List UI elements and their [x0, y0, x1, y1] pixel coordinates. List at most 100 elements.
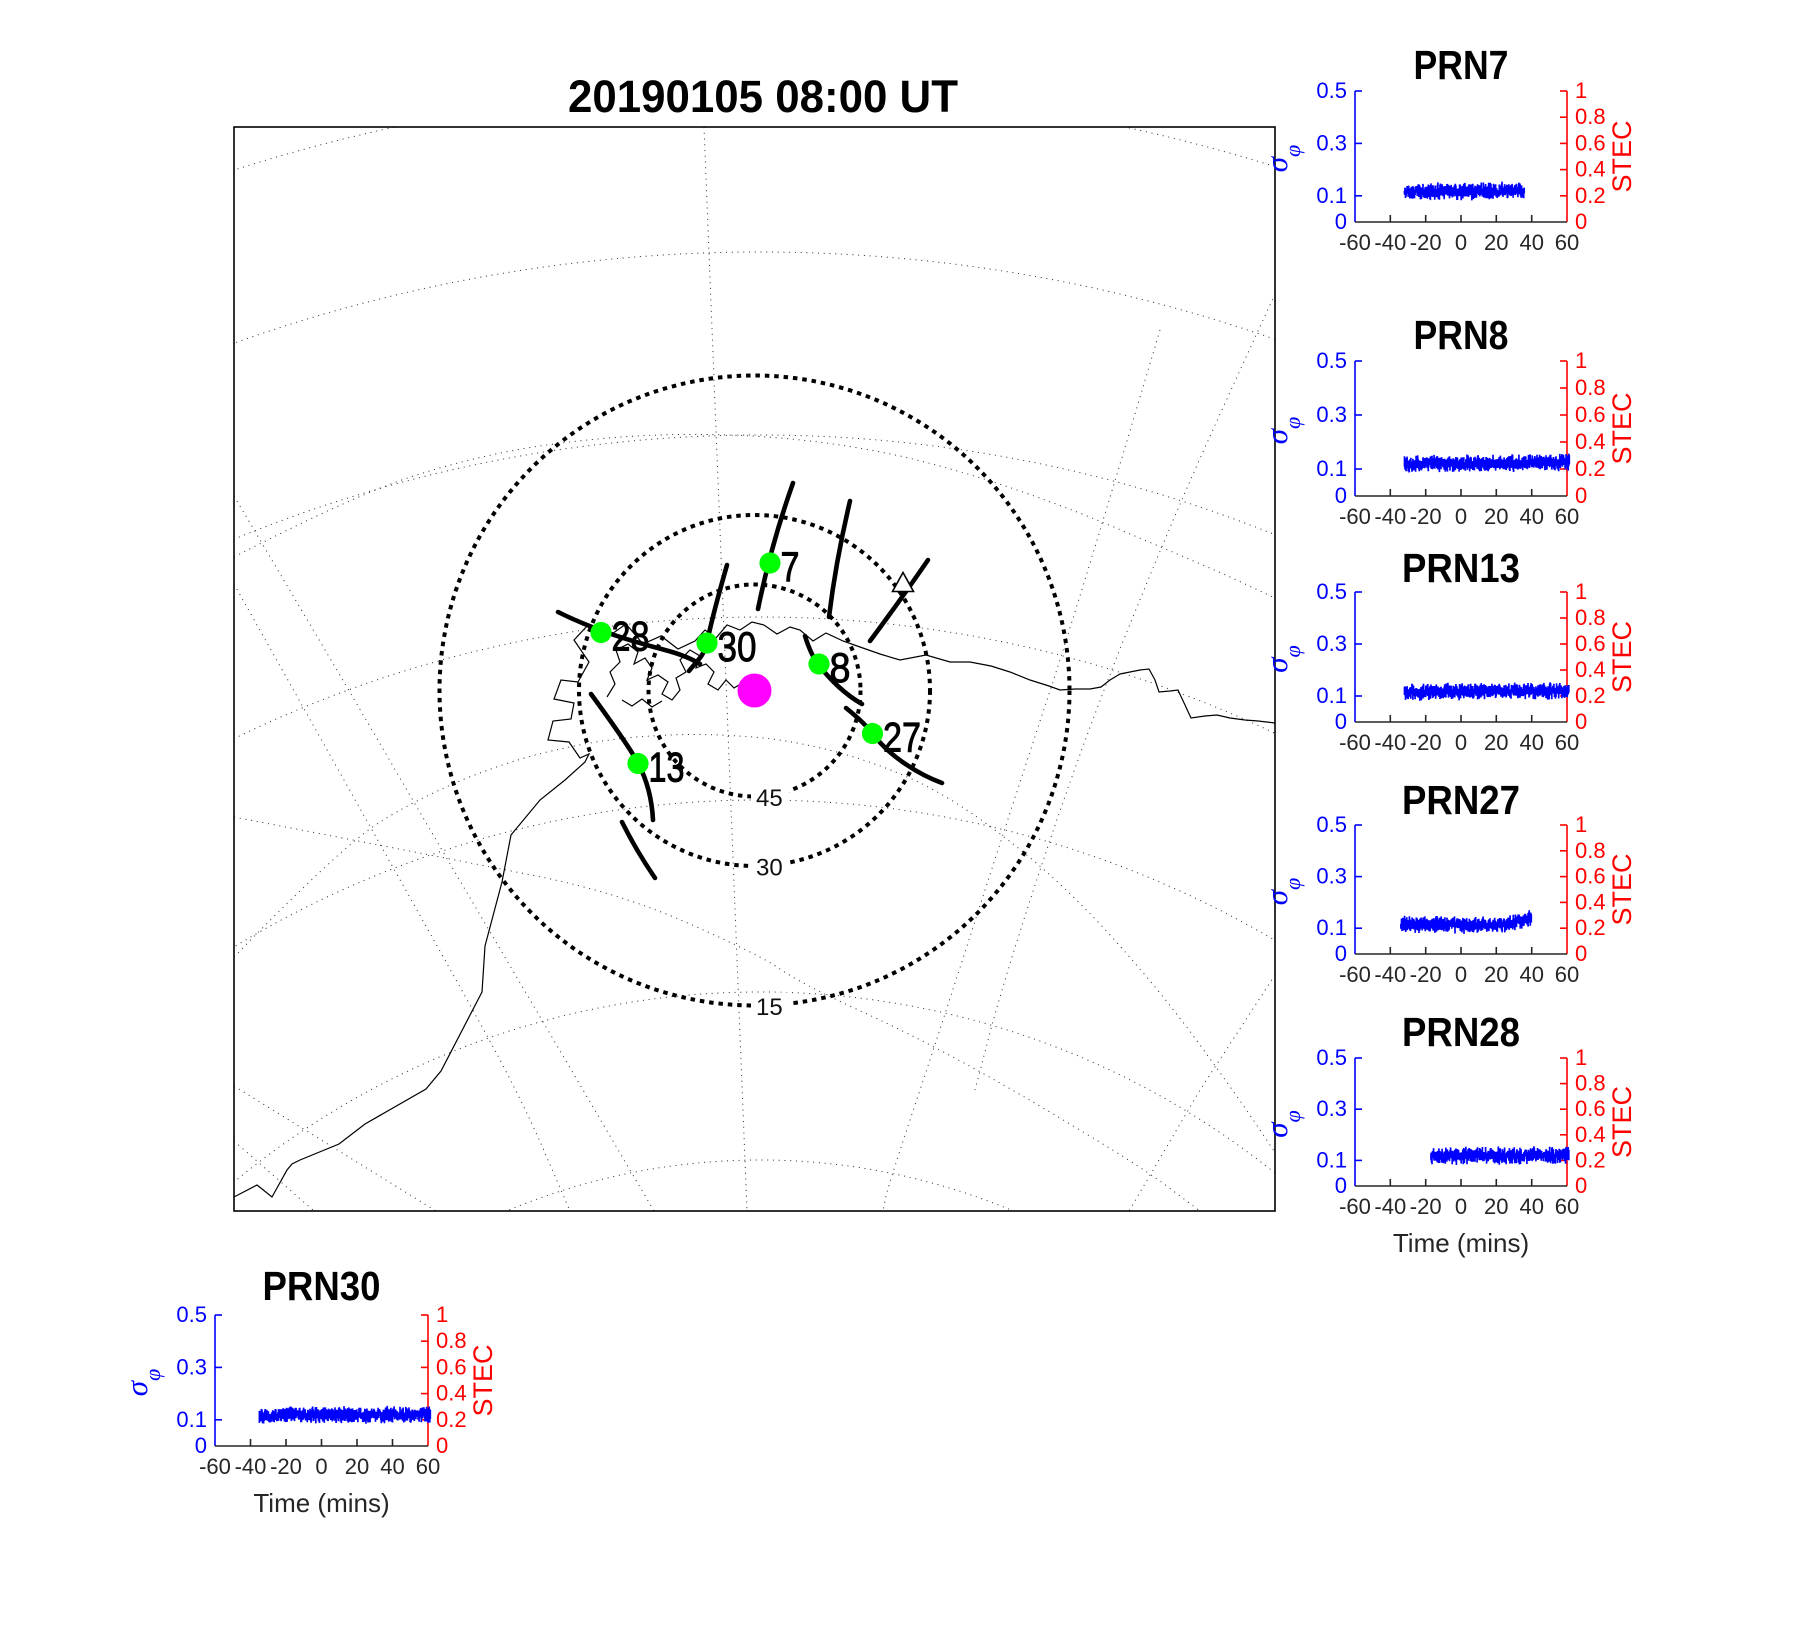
svg-text:0: 0 [1335, 709, 1347, 734]
svg-text:0.5: 0.5 [1316, 78, 1347, 103]
svg-text:20: 20 [1484, 962, 1508, 987]
svg-text:-60: -60 [1339, 230, 1371, 255]
svg-text:20: 20 [1484, 230, 1508, 255]
svg-text:0.1: 0.1 [1316, 915, 1347, 940]
svg-text:0: 0 [1335, 209, 1347, 234]
svg-text:-40: -40 [1374, 230, 1406, 255]
svg-text:STEC: STEC [1607, 853, 1637, 925]
svg-text:0.8: 0.8 [1575, 605, 1606, 630]
svg-text:0.4: 0.4 [1575, 1122, 1606, 1147]
svg-text:0.1: 0.1 [1316, 1147, 1347, 1172]
svg-text:0: 0 [1575, 709, 1587, 734]
svg-text:45: 45 [756, 785, 783, 812]
svg-text:20190105 08:00 UT: 20190105 08:00 UT [568, 71, 958, 122]
svg-text:0.4: 0.4 [436, 1381, 467, 1406]
svg-text:60: 60 [1555, 730, 1579, 755]
svg-text:0.4: 0.4 [1575, 889, 1606, 914]
svg-text:20: 20 [1484, 730, 1508, 755]
svg-text:30: 30 [756, 855, 783, 882]
svg-text:0: 0 [1455, 1194, 1467, 1219]
svg-text:-60: -60 [199, 1454, 231, 1479]
svg-text:0.4: 0.4 [1575, 657, 1606, 682]
svg-text:0.8: 0.8 [1575, 104, 1606, 129]
svg-text:0.5: 0.5 [1316, 1045, 1347, 1070]
svg-text:0.1: 0.1 [1316, 683, 1347, 708]
svg-text:0.1: 0.1 [1316, 183, 1347, 208]
svg-text:-60: -60 [1339, 1194, 1371, 1219]
svg-text:PRN8: PRN8 [1414, 312, 1509, 358]
svg-text:40: 40 [1519, 504, 1543, 529]
svg-text:0.2: 0.2 [1575, 915, 1606, 940]
svg-text:-40: -40 [1374, 1194, 1406, 1219]
svg-text:0.3: 0.3 [1316, 631, 1347, 656]
svg-text:0: 0 [315, 1454, 327, 1479]
svg-text:PRN28: PRN28 [1402, 1009, 1520, 1055]
svg-text:0: 0 [1575, 483, 1587, 508]
svg-text:40: 40 [1519, 730, 1543, 755]
svg-text:1: 1 [1575, 579, 1587, 604]
svg-text:0.5: 0.5 [1316, 579, 1347, 604]
svg-text:0: 0 [1575, 941, 1587, 966]
svg-text:1: 1 [1575, 1045, 1587, 1070]
svg-text:40: 40 [1519, 962, 1543, 987]
svg-text:0.5: 0.5 [176, 1302, 207, 1327]
svg-text:0: 0 [1575, 1173, 1587, 1198]
svg-text:-60: -60 [1339, 962, 1371, 987]
svg-text:15: 15 [756, 994, 783, 1021]
svg-text:0.3: 0.3 [1316, 864, 1347, 889]
svg-text:Time (mins): Time (mins) [1393, 1228, 1529, 1258]
svg-text:0.8: 0.8 [1575, 375, 1606, 400]
svg-text:Time (mins): Time (mins) [253, 1488, 389, 1518]
svg-text:1: 1 [1575, 78, 1587, 103]
svg-text:0.8: 0.8 [1575, 1071, 1606, 1096]
svg-text:STEC: STEC [468, 1344, 498, 1416]
svg-text:PRN7: PRN7 [1414, 42, 1509, 88]
svg-text:1: 1 [1575, 812, 1587, 837]
svg-text:-40: -40 [1374, 730, 1406, 755]
svg-text:0.5: 0.5 [1316, 812, 1347, 837]
svg-text:20: 20 [1484, 504, 1508, 529]
svg-text:1: 1 [1575, 348, 1587, 373]
svg-text:0.6: 0.6 [436, 1354, 467, 1379]
svg-text:0.6: 0.6 [1575, 130, 1606, 155]
svg-text:0.1: 0.1 [176, 1407, 207, 1432]
svg-text:60: 60 [1555, 230, 1579, 255]
svg-text:-40: -40 [1374, 504, 1406, 529]
svg-text:60: 60 [1555, 962, 1579, 987]
svg-text:0: 0 [195, 1433, 207, 1458]
svg-text:STEC: STEC [1607, 621, 1637, 693]
svg-text:0.2: 0.2 [1575, 456, 1606, 481]
svg-text:0.2: 0.2 [1575, 683, 1606, 708]
svg-text:-60: -60 [1339, 730, 1371, 755]
svg-text:60: 60 [1555, 504, 1579, 529]
svg-text:0: 0 [1335, 483, 1347, 508]
svg-text:-40: -40 [1374, 962, 1406, 987]
svg-text:-20: -20 [1410, 730, 1442, 755]
svg-text:60: 60 [1555, 1194, 1579, 1219]
svg-text:27: 27 [883, 714, 921, 761]
svg-text:0: 0 [1335, 1173, 1347, 1198]
svg-text:28: 28 [612, 613, 650, 660]
svg-text:0.3: 0.3 [176, 1354, 207, 1379]
svg-text:20: 20 [345, 1454, 369, 1479]
svg-text:13: 13 [649, 744, 685, 791]
svg-text:-20: -20 [1410, 1194, 1442, 1219]
svg-text:0.8: 0.8 [1575, 838, 1606, 863]
svg-text:0.4: 0.4 [1575, 429, 1606, 454]
svg-text:7: 7 [781, 543, 800, 590]
svg-text:0: 0 [1455, 504, 1467, 529]
svg-text:0.3: 0.3 [1316, 130, 1347, 155]
svg-text:-20: -20 [270, 1454, 302, 1479]
svg-text:0: 0 [1455, 962, 1467, 987]
svg-text:0: 0 [1575, 209, 1587, 234]
svg-text:-20: -20 [1410, 962, 1442, 987]
svg-text:0.6: 0.6 [1575, 402, 1606, 427]
svg-text:8: 8 [830, 644, 851, 691]
svg-text:0.8: 0.8 [436, 1328, 467, 1353]
svg-text:STEC: STEC [1607, 392, 1637, 464]
svg-text:-60: -60 [1339, 504, 1371, 529]
svg-text:40: 40 [380, 1454, 404, 1479]
svg-text:0.1: 0.1 [1316, 456, 1347, 481]
svg-text:30: 30 [718, 623, 757, 670]
svg-text:STEC: STEC [1607, 120, 1637, 192]
